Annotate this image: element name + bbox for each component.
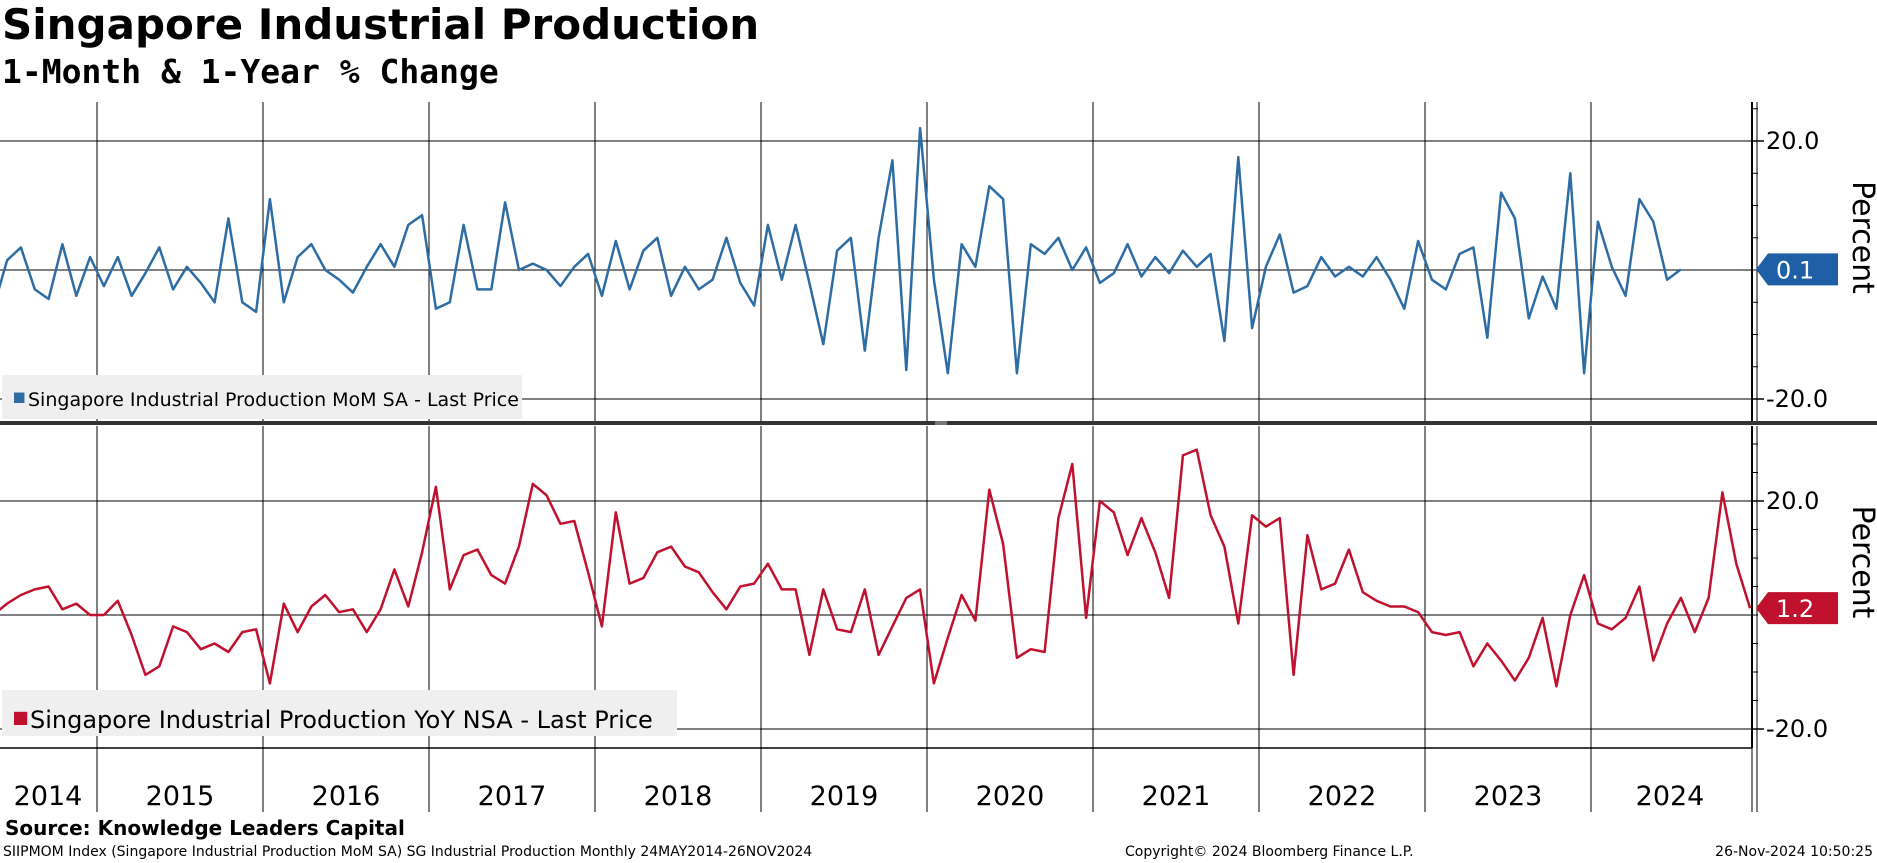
last-value-label: 1.2	[1776, 595, 1814, 623]
x-tick-label: 2019	[810, 781, 879, 812]
panel-mom: -20.0 20.0 Percent 0.1 Singapore Industrial …	[0, 102, 1877, 423]
last-value-marker	[1756, 592, 1838, 625]
panel-yoy: -20.0 20.0 Percent 1.2 Singapore Industrial …	[0, 426, 1877, 748]
legend-box	[2, 690, 677, 736]
footer-copyright: Copyright© 2024 Bloomberg Finance L.P.	[1125, 844, 1414, 860]
last-value-label: 0.1	[1776, 256, 1814, 284]
legend-swatch	[14, 392, 25, 403]
footer-timestamp: 26-Nov-2024 10:50:25	[1715, 844, 1873, 860]
legend-swatch	[14, 711, 28, 725]
x-tick-label: 2015	[146, 781, 215, 812]
chart-title: Singapore Industrial Production	[2, 0, 760, 49]
y-tick-label: 20.0	[1766, 127, 1819, 155]
legend-label: Singapore Industrial Production MoM SA -…	[28, 389, 519, 411]
footer-index-description: SIIPMOM Index (Singapore Industrial Prod…	[3, 844, 813, 860]
series-line-yoy	[0, 448, 1752, 688]
x-tick-label: 2022	[1308, 781, 1377, 812]
y-axis-title: Percent	[1845, 181, 1877, 294]
series-line-mom	[0, 126, 1682, 375]
panel-splitter-handle	[935, 421, 947, 425]
y-tick-label: 20.0	[1766, 487, 1819, 515]
x-tick-label: 2020	[976, 781, 1045, 812]
x-tick-label: 2024	[1636, 781, 1705, 812]
chart-subtitle: 1-Month & 1-Year % Change	[2, 52, 499, 91]
x-tick-label: 2021	[1142, 781, 1211, 812]
y-axis-title: Percent	[1845, 506, 1877, 619]
last-value-marker	[1756, 253, 1838, 286]
y-tick-label: -20.0	[1766, 715, 1828, 743]
x-tick-label: 2014	[14, 781, 83, 812]
legend-label: Singapore Industrial Production YoY NSA …	[30, 706, 653, 734]
y-tick-label: -20.0	[1766, 385, 1828, 413]
legend-box	[2, 375, 522, 419]
x-tick-label: 2023	[1474, 781, 1543, 812]
x-tick-label: 2017	[478, 781, 547, 812]
x-tick-label: 2016	[312, 781, 381, 812]
x-tick-label: 2018	[644, 781, 713, 812]
source-note: Source: Knowledge Leaders Capital	[5, 816, 405, 840]
